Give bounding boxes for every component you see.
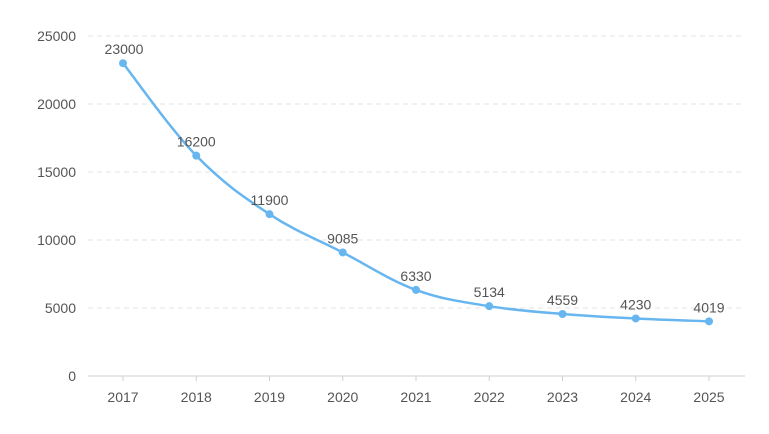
x-tick-label: 2018 [181, 389, 212, 405]
x-axis-ticks [122, 376, 710, 381]
data-label: 4559 [547, 292, 578, 308]
data-point [338, 248, 347, 257]
y-tick-label: 20000 [37, 96, 76, 112]
x-axis-tick-labels: 2017 2018 2019 2020 2021 2022 2023 2024 2025 [107, 389, 724, 405]
y-tick-label: 15000 [37, 164, 76, 180]
y-tick-label: 0 [68, 368, 76, 384]
data-label: 6330 [400, 268, 431, 284]
y-tick-label: 10000 [37, 232, 76, 248]
data-label: 23000 [105, 41, 144, 57]
data-point [705, 317, 713, 326]
data-label: 4230 [620, 296, 651, 312]
x-tick-label: 2025 [693, 389, 724, 405]
data-point [412, 285, 420, 294]
x-tick-label: 2022 [474, 389, 505, 405]
series-line [122, 62, 710, 323]
data-label: 4019 [693, 299, 724, 315]
x-tick-label: 2024 [620, 389, 651, 405]
y-tick-label: 25000 [37, 28, 76, 44]
x-tick-label: 2019 [254, 389, 285, 405]
x-tick-label: 2020 [327, 389, 358, 405]
y-tick-label: 5000 [45, 300, 76, 316]
data-label: 16200 [177, 134, 216, 150]
data-point [631, 314, 640, 323]
y-axis-tick-labels: 0 5000 10000 15000 20000 25000 [37, 28, 76, 384]
x-tick-label: 2017 [107, 389, 138, 405]
data-label: 5134 [474, 284, 505, 300]
x-tick-label: 2023 [547, 389, 578, 405]
data-label: 9085 [327, 230, 358, 246]
data-point [265, 210, 274, 219]
grid-lines [88, 35, 745, 309]
data-point [485, 302, 494, 311]
x-tick-label: 2021 [400, 389, 431, 405]
data-points [119, 59, 713, 326]
data-point [558, 309, 567, 318]
data-point [119, 59, 127, 68]
data-point [192, 151, 201, 160]
data-labels: 23000 16200 11900 9085 6330 5134 4559 4230 4019 [105, 41, 725, 315]
data-label: 11900 [251, 192, 289, 208]
